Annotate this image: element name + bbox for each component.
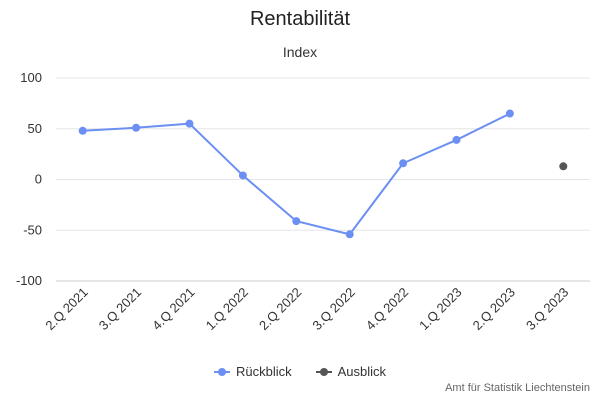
data-point[interactable] [559,162,568,171]
x-tick-label: 3.Q 2022 [309,285,357,333]
chart-subtitle: Index [282,44,318,60]
legend-label-rueckblick: Rückblick [235,364,292,379]
grid-layer [56,77,590,282]
data-point[interactable] [452,135,461,144]
credits-text: Amt für Statistik Liechtenstein [445,382,590,394]
y-tick-label: 50 [28,121,42,136]
data-point[interactable] [132,123,141,132]
x-tick-label: 4.Q 2021 [149,285,197,333]
legend-item-rueckblick[interactable]: Rückblick [213,364,292,379]
data-point[interactable] [399,159,408,168]
y-tick-label: -100 [16,273,42,288]
series-line [82,112,511,236]
series-layer [78,109,568,239]
x-tick-label: 1.Q 2023 [416,285,464,333]
legend-item-ausblick[interactable]: Ausblick [315,364,387,379]
y-axis-ticks: 100 50 0 -50 -100 [16,70,42,288]
data-point[interactable] [292,217,301,226]
y-tick-label: 100 [20,70,42,85]
y-tick-label: -50 [23,222,42,237]
data-point[interactable] [185,119,194,128]
data-point[interactable] [238,171,247,180]
legend: Rückblick Ausblick [0,364,600,379]
x-tick-label: 3.Q 2023 [523,285,571,333]
x-tick-label: 2.Q 2023 [470,285,518,333]
x-tick-label: 4.Q 2022 [363,285,411,333]
legend-symbol-ausblick [315,367,332,377]
x-tick-label: 2.Q 2021 [42,285,90,333]
legend-symbol-rueckblick [213,367,230,377]
x-tick-label: 3.Q 2021 [96,285,144,333]
x-axis-ticks: 2.Q 2021 3.Q 2021 4.Q 2021 1.Q 2022 2.Q 2022… [42,285,571,333]
x-tick-label: 1.Q 2022 [203,285,251,333]
data-point[interactable] [505,109,514,118]
data-point[interactable] [78,126,87,135]
data-point[interactable] [345,230,354,239]
x-tick-label: 2.Q 2022 [256,285,304,333]
y-tick-label: 0 [35,172,42,187]
legend-label-ausblick: Ausblick [337,364,387,379]
chart-title: Rentabilität [249,8,351,30]
